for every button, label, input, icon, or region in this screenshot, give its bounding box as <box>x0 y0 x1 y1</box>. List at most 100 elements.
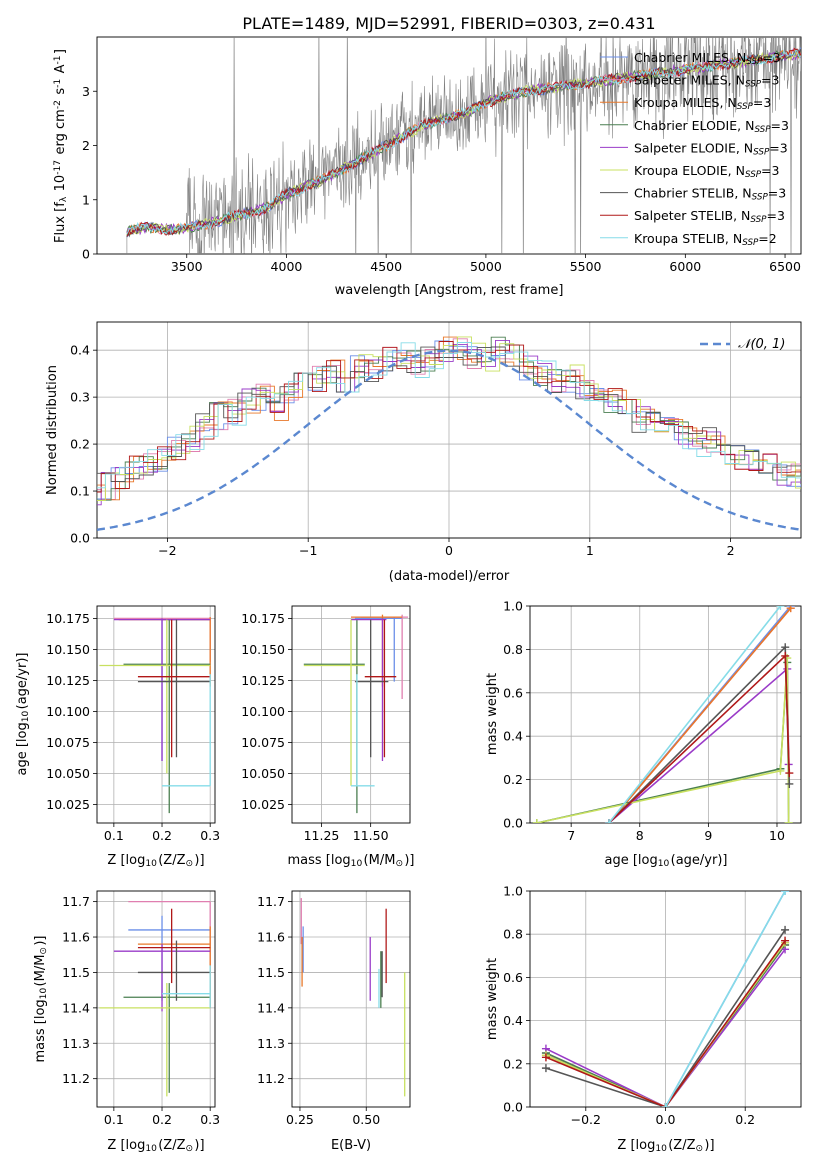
axes-frame <box>96 605 216 824</box>
weight-vs-age-marker <box>776 766 785 775</box>
spectrum-xtick-label: 5000 <box>470 259 502 274</box>
mass-vs-ebv-ytick-label: 11.3 <box>257 1036 285 1051</box>
weight-vs-z-ytick-label: 0.4 <box>503 1013 523 1028</box>
legend-entry: Chabrier MILES, NSSP=3 <box>634 50 781 67</box>
weight-vs-age-xtick-label: 9 <box>704 828 712 843</box>
residual-histogram-6 <box>97 346 801 497</box>
mass-vs-z-xtick-label: 0.2 <box>152 1112 172 1127</box>
mass-vs-z-xtick-label: 0.1 <box>104 1112 124 1127</box>
mass-vs-z-xlabel: Z [log10 (Z/Z⊙ )] <box>107 1138 204 1154</box>
mass-vs-ebv-ytick-label: 11.7 <box>257 894 285 909</box>
legend-entry: Kroupa STELIB, NSSP=2 <box>634 231 777 248</box>
spectrum-ylabel: Flux [fλ 10-17 erg cm-2 s-1 A-1 ] <box>53 49 69 243</box>
residuals-plot <box>97 336 801 531</box>
weight-vs-age-xtick-label: 7 <box>567 828 575 843</box>
weight-vs-age-ytick-label: 0.2 <box>503 772 523 787</box>
weight-vs-age-marker <box>604 819 613 823</box>
residuals-xtick-label: 0 <box>445 543 453 558</box>
spectrum-ytick-label: 1 <box>82 192 90 207</box>
weight-vs-age-marker <box>784 819 793 823</box>
residual-histogram-4 <box>97 339 801 506</box>
axes-frame <box>291 890 411 1108</box>
age-vs-mass-xtick-label: 11.50 <box>353 828 389 843</box>
weight-vs-z-ytick-label: 1.0 <box>503 884 523 899</box>
spectrum-xtick-label: 4500 <box>370 259 402 274</box>
weight-vs-age-ytick-label: 0.4 <box>503 729 523 744</box>
weight-vs-age-series-4 <box>608 667 790 823</box>
weight-vs-z-series-4 <box>545 948 786 1107</box>
mass-vs-ebv-xlabel: E(B-V) <box>331 1138 371 1153</box>
age-vs-z-ytick-label: 10.025 <box>46 797 90 812</box>
normal-reference-curve <box>97 349 801 531</box>
mass-vs-z-ytick-label: 11.6 <box>62 930 90 945</box>
mass-vs-ebv-ytick-label: 11.5 <box>257 965 285 980</box>
weight-vs-z-ytick-label: 0.8 <box>503 927 523 942</box>
spectrum-xlabel: wavelength [Angstrom, rest frame] <box>335 283 564 298</box>
age-vs-z-xtick-label: 0.3 <box>200 828 220 843</box>
weight-vs-age-xlabel: age [log10 (age/yr)] <box>605 853 728 869</box>
spectrum-legend: Chabrier MILES, NSSP=3 Salpeter MILES, NS… <box>600 50 789 248</box>
weight-vs-z-series-3 <box>545 944 786 1107</box>
spectrum-xtick-label: 3500 <box>171 259 203 274</box>
weight-vs-z-series-5 <box>545 942 786 1107</box>
weight-vs-age-ytick-label: 1.0 <box>503 599 523 614</box>
spectrum-ytick-label: 0 <box>82 247 90 262</box>
weight-vs-z-marker <box>781 936 790 945</box>
residual-histogram-5 <box>97 336 801 501</box>
weight-vs-z-ytick-label: 0.2 <box>503 1056 523 1071</box>
legend-entry: Kroupa MILES, NSSP=3 <box>634 95 771 112</box>
age-vs-z-ytick-label: 10.175 <box>46 611 90 626</box>
weight-vs-z-marker <box>541 1064 550 1073</box>
mass-vs-z-ytick-label: 11.5 <box>62 965 90 980</box>
age-vs-z-ytick-label: 10.075 <box>46 735 90 750</box>
spectrum-ytick-label: 2 <box>82 138 90 153</box>
weight-vs-age-marker <box>781 643 790 652</box>
mass-vs-ebv-xtick-label: 0.50 <box>352 1112 380 1127</box>
axes-frame <box>96 321 802 539</box>
mass-vs-ebv-axes: 0.25 0.50 11.2 11.3 11.4 11.5 11.6 11.7 E(B-V) <box>257 890 411 1153</box>
model-spectrum-8 <box>126 49 801 235</box>
mass-vs-ebv-xtick-label: 0.25 <box>286 1112 314 1127</box>
age-vs-mass-axes: 11.25 11.50 10.025 10.050 10.075 10.100 10.125… <box>241 605 415 869</box>
age-vs-mass-xlabel: mass [log10 (M/M⊙ )] <box>287 853 414 869</box>
mass-vs-z-ytick-label: 11.3 <box>62 1036 90 1051</box>
figure-title: PLATE=1489, MJD=52991, FIBERID=0303, z=0… <box>242 14 655 33</box>
age-vs-z-xlabel: Z [log10 (Z/Z⊙ )] <box>107 853 204 869</box>
age-vs-mass-ytick-label: 10.100 <box>241 704 285 719</box>
age-vs-z-ytick-label: 10.125 <box>46 673 90 688</box>
weight-vs-z-ytick-label: 0.0 <box>503 1100 523 1115</box>
age-vs-z-xtick-label: 0.1 <box>104 828 124 843</box>
mass-vs-z-ytick-label: 11.2 <box>62 1071 90 1086</box>
legend-entry: Chabrier ELODIE, NSSP=3 <box>634 118 789 135</box>
weight-vs-age-series-5 <box>536 658 790 823</box>
weight-vs-age-marker <box>785 769 794 778</box>
age-vs-mass-ytick-label: 10.125 <box>241 673 285 688</box>
weight-vs-z-marker <box>781 891 790 895</box>
legend-entry: Salpeter ELODIE, NSSP=3 <box>634 140 788 157</box>
residual-histogram-7 <box>97 341 801 493</box>
weight-vs-z-axes: −0.2 0.0 0.2 0.0 0.2 0.4 0.6 0.8 1.0 Z [log10 (Z/… <box>485 884 802 1154</box>
weight-vs-age-ytick-label: 0.8 <box>503 642 523 657</box>
weight-vs-z-marker <box>781 925 790 934</box>
legend-entry: Chabrier STELIB, NSSP=3 <box>634 186 786 203</box>
age-vs-z-ylabel: age [log10 (age/yr)] <box>15 653 31 776</box>
weight-vs-age-series-7 <box>608 654 791 823</box>
residual-histogram-0 <box>97 340 801 500</box>
weight-vs-age-marker <box>776 606 785 610</box>
spectrum-xtick-label: 6500 <box>769 259 801 274</box>
legend-entry: 𝒩(0, 1) <box>738 337 785 352</box>
mass-vs-ebv-ytick-label: 11.4 <box>257 1000 285 1015</box>
axes-frame <box>96 890 216 1108</box>
age-vs-mass-plot <box>303 614 409 814</box>
residuals-ytick-label: 0.4 <box>70 343 90 358</box>
weight-vs-z-series-8 <box>664 891 786 1107</box>
weight-vs-z-plot <box>541 891 790 1107</box>
mass-vs-ebv-ytick-label: 11.2 <box>257 1071 285 1086</box>
weight-vs-z-xtick-label: −0.2 <box>571 1112 601 1127</box>
age-vs-z-plot <box>99 617 211 814</box>
age-vs-mass-ytick-label: 10.075 <box>241 735 285 750</box>
spectrum-axes: 3500 4000 4500 5000 5500 6000 6500 0 1 2 3 waveleng… <box>53 36 802 298</box>
weight-vs-z-xtick-label: 0.2 <box>735 1112 755 1127</box>
age-vs-z-ytick-label: 10.150 <box>46 642 90 657</box>
